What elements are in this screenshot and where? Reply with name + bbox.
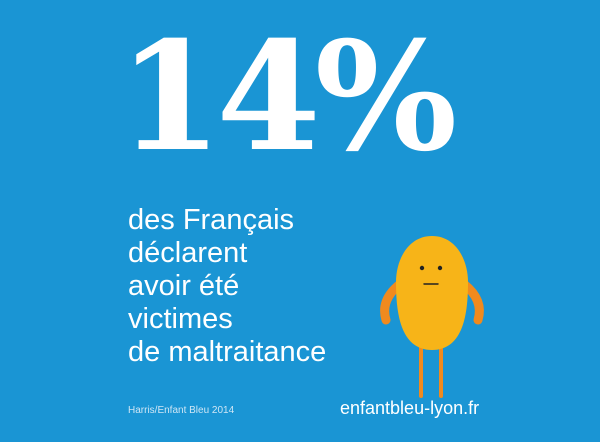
statement-line: avoir été [128,270,240,302]
statement-line: des Français [128,204,295,236]
statement-line: de maltraitance [128,336,327,368]
mascot-left-eye [419,265,425,271]
mascot-illustration [380,236,484,398]
mascot-right-eye [437,265,443,271]
statement-line: victimes [128,303,233,335]
statement-line: déclarent [128,237,248,269]
mascot-body [396,236,468,350]
statement-text: des Français déclarent avoir été victime… [128,204,326,369]
source-citation: Harris/Enfant Bleu 2014 [128,405,235,416]
website-link[interactable]: enfantbleu-lyon.fr [340,398,480,418]
statistic-headline: 14% [118,9,457,185]
